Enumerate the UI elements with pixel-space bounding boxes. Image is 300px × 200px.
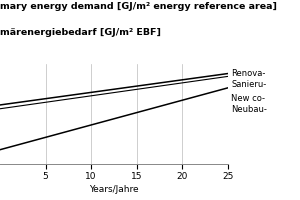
Text: Renova-
Sanieru-: Renova- Sanieru- [231,69,266,89]
Text: märenergiebedarf [GJ/m² EBF]: märenergiebedarf [GJ/m² EBF] [0,28,161,37]
Text: mary energy demand [GJ/m² energy reference area]: mary energy demand [GJ/m² energy referen… [0,2,277,11]
X-axis label: Years/Jahre: Years/Jahre [89,185,139,194]
Text: New co-
Neubau-: New co- Neubau- [231,94,267,114]
